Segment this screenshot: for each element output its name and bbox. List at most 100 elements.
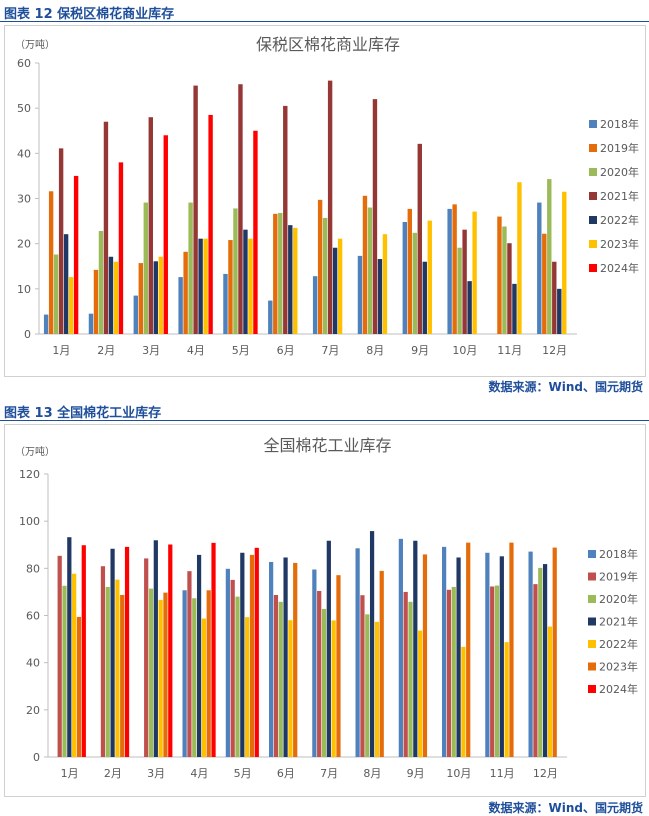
bar-2018-11 [485, 552, 490, 757]
bar-2019-9 [407, 208, 412, 334]
bar-2021-6 [283, 557, 288, 757]
x-tick-label: 7月 [321, 344, 339, 357]
legend-label: 2020年 [599, 592, 638, 606]
bar-2021-7 [327, 80, 333, 334]
bar-2020-3 [148, 588, 154, 757]
bar-2019-6 [273, 594, 279, 757]
bar-2021-11 [507, 243, 512, 334]
bar-2022-11 [504, 642, 509, 757]
x-tick-label: 4月 [187, 344, 205, 357]
bar-2023-7 [337, 238, 343, 334]
bar-2020-8 [367, 207, 373, 334]
bar-2023-4 [206, 590, 211, 757]
x-tick-label: 8月 [363, 767, 381, 780]
y-tick-label: 60 [26, 610, 40, 623]
x-tick-label: 2月 [97, 344, 115, 357]
bar-2020-4 [192, 598, 197, 757]
legend-swatch [589, 144, 597, 152]
bar-2021-2 [103, 121, 109, 334]
bar-2018-6 [269, 561, 274, 757]
bar-2018-1 [43, 314, 49, 334]
bar-2022-4 [201, 618, 207, 757]
bar-2019-1 [57, 555, 62, 757]
bar-2021-10 [456, 557, 461, 757]
bar-2023-11 [509, 542, 514, 757]
legend-label: 2019年 [599, 570, 638, 584]
bar-2023-6 [293, 562, 298, 757]
bar-2019-9 [403, 591, 408, 757]
bar-2024-3 [163, 135, 168, 334]
bar-2024-5 [253, 130, 258, 334]
legend-swatch [589, 264, 597, 272]
x-tick-label: 10月 [452, 344, 477, 357]
bar-2023-3 [158, 256, 163, 334]
bar-2020-6 [278, 601, 283, 757]
y-tick-label: 120 [19, 468, 40, 481]
y-tick-label: 20 [26, 704, 40, 717]
bar-2019-12 [533, 584, 538, 757]
legend-swatch [589, 120, 597, 128]
legend-label: 2023年 [599, 660, 638, 674]
bar-2022-2 [115, 579, 120, 757]
bar-2018-5 [225, 568, 230, 757]
bar-2021-7 [326, 540, 331, 757]
x-tick-label: 6月 [277, 767, 295, 780]
bar-2019-10 [446, 589, 452, 757]
bar-2022-12 [547, 626, 553, 757]
legend-label: 2024年 [600, 261, 639, 275]
bar-2021-4 [196, 554, 202, 757]
bar-2023-7 [336, 575, 341, 757]
bar-2021-11 [499, 556, 504, 757]
bar-2022-8 [374, 621, 380, 757]
bar-2021-12 [552, 261, 557, 334]
chart-1: 保税区棉花商业库存 （万吨） 0 10 20 30 40 50 60 1月 2月 3月 4月 5月 6月 7月… [4, 25, 646, 377]
bar-2018-4 [182, 590, 187, 757]
bar-2020-12 [547, 179, 552, 334]
legend-swatch [588, 640, 596, 648]
bar-2018-10 [447, 208, 452, 334]
chart-2-header: 图表 13 全国棉花工业库存 [4, 406, 162, 421]
legend-swatch [589, 216, 597, 224]
x-tick-label: 2月 [104, 767, 122, 780]
bar-2022-10 [461, 646, 466, 757]
bar-2020-5 [235, 596, 240, 757]
bar-2020-9 [412, 232, 417, 334]
legend-label: 2018年 [600, 117, 639, 131]
y-tick-label: 100 [19, 515, 40, 528]
bar-2020-6 [278, 212, 283, 334]
y-tick-label: 20 [17, 238, 31, 251]
bar-2021-9 [413, 540, 418, 757]
bar-2019-7 [317, 199, 323, 334]
bar-2024-5 [254, 547, 259, 757]
bar-2024-1 [73, 175, 79, 334]
bar-2019-5 [228, 240, 233, 334]
legend-label: 2021年 [600, 189, 639, 203]
bar-2019-6 [273, 213, 278, 334]
bar-2018-9 [398, 538, 403, 757]
bar-2020-9 [408, 601, 413, 757]
x-tick-label: 12月 [533, 767, 558, 780]
bar-2018-3 [133, 295, 138, 334]
y-tick-label: 60 [17, 57, 31, 70]
bar-2023-11 [517, 182, 522, 334]
y-tick-label: 80 [26, 562, 40, 575]
bar-2021-3 [148, 117, 153, 334]
bar-2019-11 [490, 586, 495, 757]
bar-2023-12 [562, 191, 567, 334]
bar-2019-8 [362, 195, 368, 334]
legend-swatch [588, 595, 596, 603]
x-tick-label: 5月 [234, 767, 252, 780]
x-tick-label: 6月 [277, 344, 295, 357]
bar-2023-6 [293, 227, 298, 334]
bar-2021-12 [542, 564, 548, 757]
bar-2020-7 [321, 608, 327, 757]
bar-2019-3 [144, 558, 149, 757]
bar-2019-2 [100, 566, 106, 757]
bar-2024-2 [124, 546, 130, 757]
bar-2023-10 [472, 211, 477, 334]
x-tick-label: 10月 [446, 767, 471, 780]
bar-2024-3 [168, 544, 173, 757]
legend-swatch [588, 550, 596, 558]
bar-2023-1 [76, 616, 82, 757]
bar-2021-8 [369, 531, 375, 757]
